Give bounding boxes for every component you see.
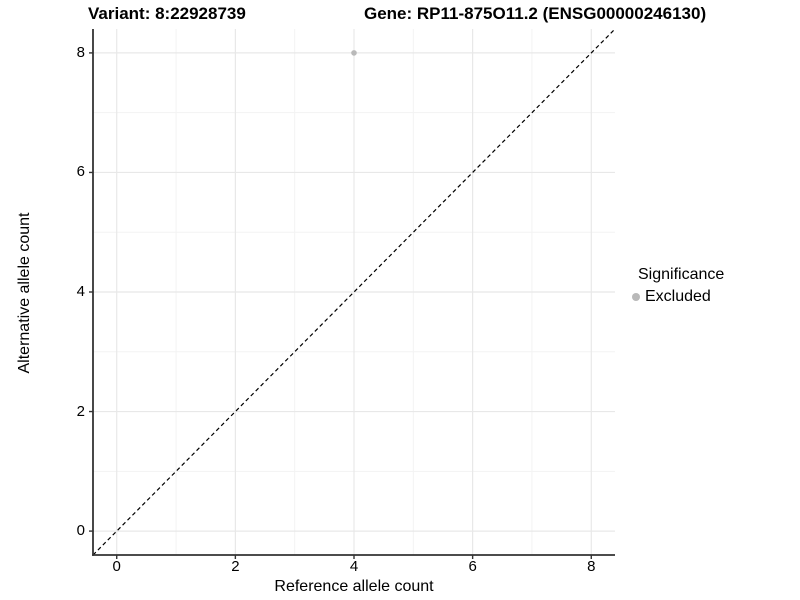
y-tick-label: 8	[76, 43, 85, 61]
plot-title-gene: Gene: RP11-875O11.2 (ENSG00000246130)	[364, 4, 707, 23]
x-tick-label: 4	[349, 558, 359, 575]
x-tick-label: 0	[112, 558, 121, 575]
identity-reference-line	[92, 28, 616, 556]
legend-title: Significance	[638, 266, 725, 283]
legend-point-icon	[632, 293, 640, 301]
x-axis-title: Reference allele count	[274, 578, 434, 595]
data-point	[351, 50, 357, 56]
y-tick-label: 4	[76, 283, 85, 300]
plot-title-variant: Variant: 8:22928739	[88, 4, 246, 23]
y-tick-label: 0	[76, 522, 85, 540]
x-tick-label: 2	[231, 558, 240, 575]
legend-item-label: Excluded	[645, 288, 711, 305]
x-tick-label: 8	[587, 558, 596, 575]
y-axis-title: Alternative allele count	[16, 212, 33, 374]
x-tick-label: 6	[468, 558, 477, 575]
y-tick-label: 6	[76, 163, 85, 181]
legend-item-excluded: Excluded	[632, 288, 724, 306]
y-tick-label: 2	[76, 402, 85, 420]
legend: Significance Excluded	[632, 266, 724, 306]
